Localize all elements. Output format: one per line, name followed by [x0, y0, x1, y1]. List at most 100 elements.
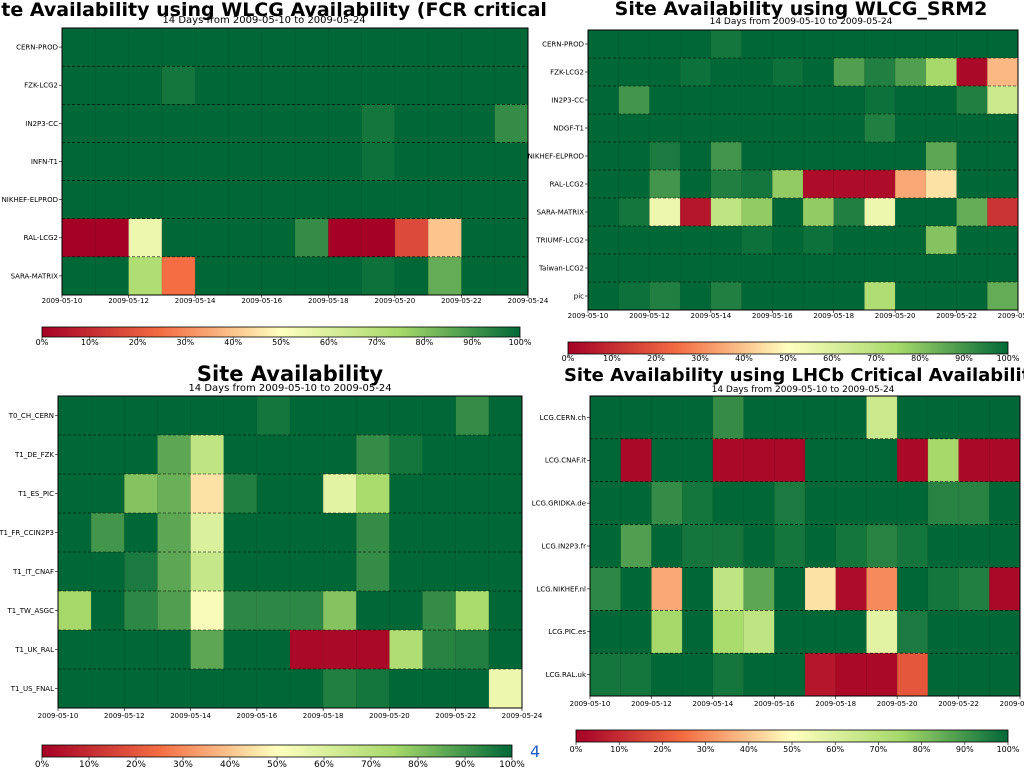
heatmap-cell: [649, 254, 681, 283]
heatmap-cell: [256, 552, 291, 592]
heatmap-cell: [989, 481, 1021, 525]
heatmap-cell: [190, 552, 225, 592]
colorbar-tick-label: 40%: [220, 760, 240, 768]
heatmap-cell: [927, 524, 959, 568]
heatmap-cell: [356, 396, 390, 436]
heatmap-cell: [157, 669, 191, 709]
heatmap-cell: [461, 28, 496, 67]
heatmap-cell: [461, 104, 496, 143]
heatmap-cell: [588, 170, 620, 199]
heatmap-cell: [428, 256, 462, 296]
heatmap-cell: [323, 552, 357, 592]
heatmap-cell: [95, 104, 129, 143]
heatmap-cell: [682, 524, 714, 568]
heatmap-cell: [323, 669, 357, 709]
heatmap-cell: [422, 669, 457, 709]
x-tick-label: 2009-05-18: [813, 312, 854, 320]
heatmap-cell: [651, 481, 683, 525]
heatmap-cell: [805, 610, 837, 654]
heatmap-cell: [295, 66, 329, 105]
heatmap-cell: [361, 256, 396, 296]
x-tick-label: 2009-05-20: [369, 712, 410, 720]
heatmap-cell: [805, 438, 837, 483]
heatmap-cell: [620, 481, 652, 525]
heatmap-cell: [864, 30, 896, 59]
heatmap-cell: [428, 66, 462, 105]
heatmap-cell: [223, 630, 258, 670]
heatmap-cell: [649, 86, 681, 115]
row-label: RAL-LCG2: [550, 180, 584, 188]
colorbar-tick-label: 0%: [36, 338, 49, 347]
x-tick-label: 2009-05-20: [875, 312, 916, 320]
heatmap-cell: [261, 104, 296, 143]
heatmap-cell: [649, 30, 681, 59]
heatmap-cell: [161, 180, 196, 220]
heatmap-cell: [394, 66, 429, 105]
heatmap-cell: [488, 513, 523, 553]
heatmap-cell: [618, 170, 650, 199]
heatmap-cell: [58, 513, 92, 553]
heatmap-cell: [833, 226, 865, 255]
heatmap-cell: [157, 591, 191, 631]
heatmap-cell: [710, 282, 742, 311]
heatmap-cell: [956, 254, 988, 283]
heatmap-cell: [741, 30, 773, 59]
heatmap-cell: [256, 591, 291, 631]
heatmap-cell: [803, 226, 835, 255]
heatmap-cell: [195, 180, 229, 220]
colorbar-tick-label: 0%: [35, 760, 50, 768]
heatmap-cell: [461, 218, 496, 258]
heatmap-cell: [680, 142, 712, 171]
heatmap-cell: [157, 513, 191, 553]
heatmap-cell: [741, 142, 773, 171]
heatmap-cell: [58, 396, 92, 436]
heatmap-cell: [710, 254, 742, 283]
colorbar-tick-label: 90%: [463, 338, 481, 347]
heatmap-cell: [927, 481, 959, 525]
heatmap-cell: [866, 524, 898, 568]
x-tick-label: 2009-05-10: [38, 712, 79, 720]
heatmap-cell: [328, 28, 362, 67]
heatmap-cell: [328, 256, 362, 296]
heatmap-cell: [494, 218, 529, 258]
heatmap-cell: [649, 170, 681, 199]
heatmap-cell: [588, 30, 620, 59]
heatmap-cell: [323, 396, 357, 436]
heatmap-cell: [494, 180, 529, 220]
heatmap-cell: [190, 513, 225, 553]
heatmap-cell: [389, 396, 423, 436]
heatmap-cell: [895, 114, 927, 143]
colorbar-tick-label: 50%: [783, 745, 801, 754]
heatmap-cell: [356, 513, 390, 553]
heatmap-cell: [157, 552, 191, 592]
heatmap-cell: [290, 552, 324, 592]
heatmap-cell: [323, 513, 357, 553]
heatmap-cell: [927, 567, 959, 611]
heatmap-cell: [805, 481, 837, 525]
heatmap-cell: [261, 66, 296, 105]
heatmap-cell: [925, 114, 957, 143]
heatmap-cell: [956, 226, 988, 255]
heatmap-cell: [620, 438, 652, 483]
heatmap-cell: [774, 610, 806, 654]
row-label: T1_UK_RAL: [14, 646, 54, 654]
heatmap-cell: [956, 30, 988, 59]
heatmap-cell: [195, 104, 229, 143]
heatmap-cell: [195, 28, 229, 67]
heatmap-cell: [389, 591, 423, 631]
heatmap-cell: [864, 58, 896, 87]
heatmap-cell: [989, 524, 1021, 568]
heatmap-cell: [91, 630, 125, 670]
heatmap-cell: [987, 170, 1019, 199]
heatmap-cell: [361, 218, 396, 258]
heatmap-cell: [680, 254, 712, 283]
heatmap-cell: [422, 474, 457, 514]
heatmap-cell: [190, 669, 225, 709]
heatmap-cell: [394, 180, 429, 220]
heatmap-cell: [927, 438, 959, 483]
heatmap-cell: [588, 58, 620, 87]
row-label: Taiwan-LCG2: [538, 264, 584, 272]
colorbar: [41, 326, 521, 338]
chart-subtitle: 14 Days from 2009-05-10 to 2009-05-24: [188, 383, 391, 394]
